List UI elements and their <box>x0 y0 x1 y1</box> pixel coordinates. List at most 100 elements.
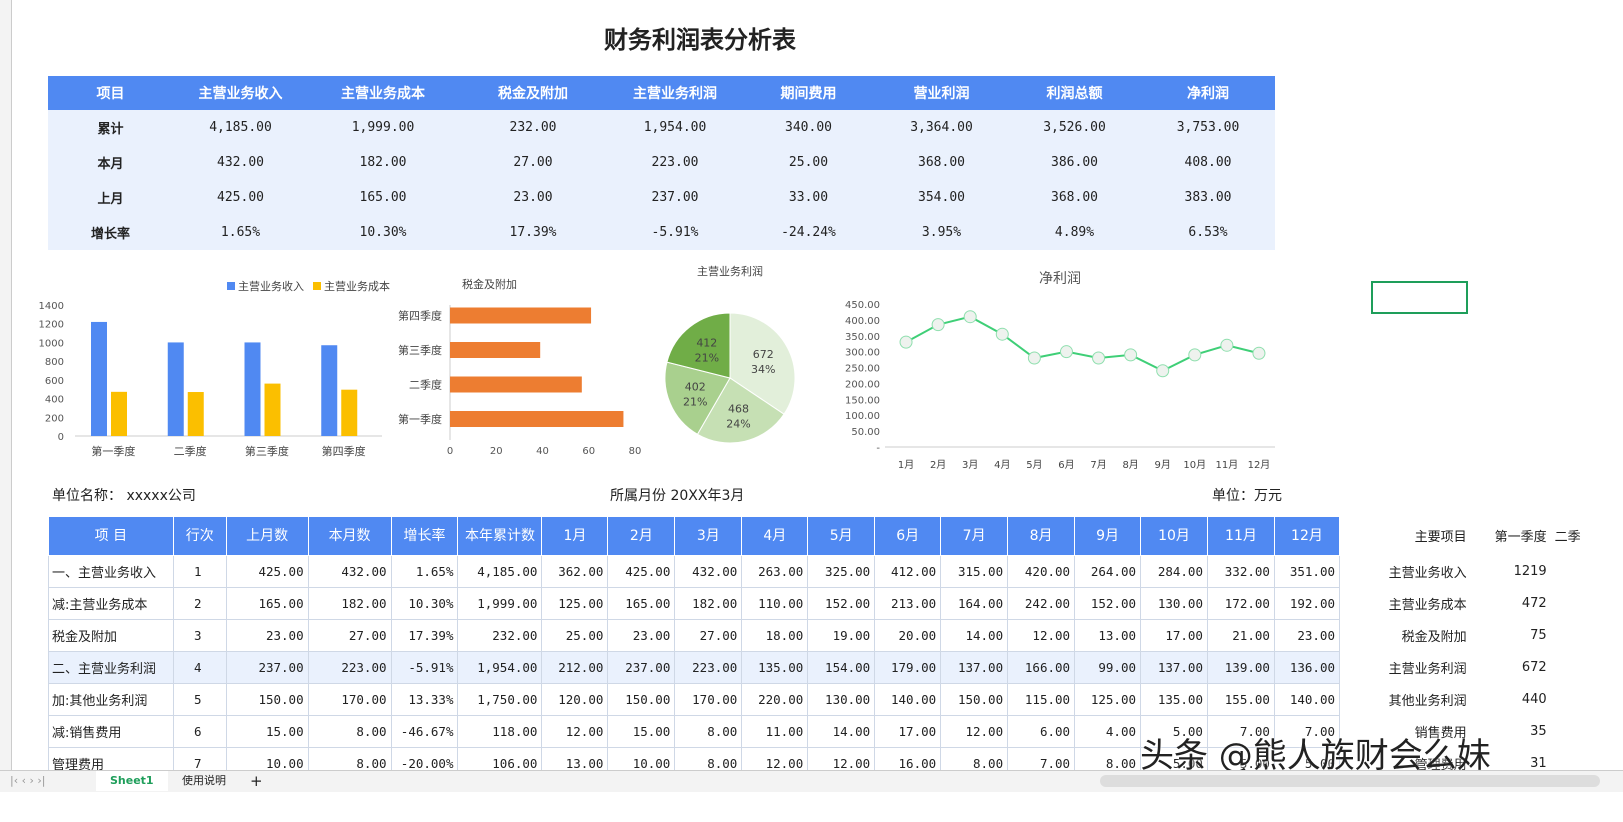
detail-cell[interactable]: 27.00 <box>674 619 743 652</box>
summary-cell[interactable]: 3,526.00 <box>1008 110 1141 145</box>
detail-cell[interactable]: 152.00 <box>807 587 876 620</box>
side-label[interactable]: 主营业务成本 <box>1388 597 1467 613</box>
detail-cell[interactable]: 10.30% <box>390 587 459 620</box>
summary-cell[interactable]: -5.91% <box>608 215 742 250</box>
detail-cell[interactable]: 120.00 <box>541 683 609 716</box>
side-value[interactable]: 31 <box>1530 755 1547 771</box>
detail-cell[interactable]: -5.91% <box>390 651 459 684</box>
summary-cell[interactable]: 383.00 <box>1141 180 1275 215</box>
tax-bar-chart[interactable]: 税金及附加 0 20 40 60 80 第一季度 二季度 第三季度 第四季度 <box>390 270 650 465</box>
tab-sheet1[interactable]: Sheet1 <box>96 771 168 791</box>
detail-cell[interactable]: 165.00 <box>225 587 309 620</box>
detail-cell[interactable]: 118.00 <box>457 715 543 748</box>
detail-cell[interactable]: 212.00 <box>541 651 609 684</box>
side-value[interactable]: 440 <box>1521 691 1547 707</box>
detail-cell[interactable]: 325.00 <box>807 555 876 588</box>
summary-cell[interactable]: 17.39% <box>458 215 608 250</box>
tab-instructions[interactable]: 使用说明 <box>182 774 226 787</box>
detail-cell[interactable]: 20.00 <box>874 619 942 652</box>
side-label[interactable]: 其他业务利润 <box>1388 693 1467 709</box>
detail-cell[interactable]: 432.00 <box>674 555 743 588</box>
detail-cell[interactable]: 140.00 <box>1273 683 1341 716</box>
summary-row-label[interactable]: 累计 <box>48 110 173 145</box>
detail-cell[interactable]: 14.00 <box>940 619 1009 652</box>
detail-cell[interactable]: 351.00 <box>1273 555 1341 588</box>
detail-cell[interactable]: 362.00 <box>541 555 609 588</box>
detail-cell[interactable]: 137.00 <box>940 651 1009 684</box>
side-value[interactable]: 35 <box>1530 723 1547 739</box>
summary-cell[interactable]: 25.00 <box>742 145 875 180</box>
revenue-cost-column-chart[interactable]: 0 200 400 600 800 1000 1200 1400 第一季度 二季度 第三季度 第四季度… <box>30 270 390 465</box>
side-header[interactable]: 主要项目 <box>1414 530 1467 545</box>
side-value[interactable]: 75 <box>1530 627 1547 643</box>
side-empty[interactable] <box>1555 651 1600 683</box>
side-label[interactable]: 管理费用 <box>1414 757 1467 773</box>
side-empty[interactable] <box>1555 555 1600 587</box>
detail-cell[interactable]: 14.00 <box>807 715 876 748</box>
detail-cell[interactable]: 4 <box>172 651 227 684</box>
detail-cell[interactable]: 425.00 <box>607 555 676 588</box>
detail-cell[interactable]: 315.00 <box>940 555 1009 588</box>
detail-cell[interactable]: 1 <box>172 555 227 588</box>
summary-cell[interactable]: 354.00 <box>875 180 1008 215</box>
detail-cell[interactable]: 150.00 <box>607 683 676 716</box>
summary-cell[interactable]: 232.00 <box>458 110 608 145</box>
detail-cell[interactable]: 412.00 <box>874 555 942 588</box>
detail-cell[interactable]: 223.00 <box>307 651 392 684</box>
summary-cell[interactable]: 4.89% <box>1008 215 1141 250</box>
detail-cell[interactable]: 4.00 <box>1074 715 1142 748</box>
side-empty[interactable] <box>1555 715 1600 747</box>
detail-cell[interactable]: 23.00 <box>225 619 309 652</box>
side-empty[interactable] <box>1555 683 1600 715</box>
detail-cell[interactable]: 12.00 <box>940 715 1009 748</box>
detail-row-label[interactable]: 减:销售费用 <box>48 715 174 748</box>
detail-cell[interactable]: 25.00 <box>541 619 609 652</box>
detail-cell[interactable]: 213.00 <box>874 587 942 620</box>
detail-cell[interactable]: 1,999.00 <box>457 587 543 620</box>
detail-row-label[interactable]: 加:其他业务利润 <box>48 683 174 716</box>
main-profit-pie-chart[interactable]: 主营业务利润 672 34% 468 24% 402 21% 412 21% <box>650 258 820 458</box>
detail-cell[interactable]: 8.00 <box>307 715 392 748</box>
selected-cell[interactable] <box>1371 281 1468 314</box>
detail-cell[interactable]: 182.00 <box>307 587 392 620</box>
side-label[interactable]: 税金及附加 <box>1401 629 1467 645</box>
detail-row-label[interactable]: 二、主营业务利润 <box>48 651 174 684</box>
detail-cell[interactable]: 6.00 <box>1007 715 1076 748</box>
summary-cell[interactable]: 340.00 <box>742 110 875 145</box>
detail-cell[interactable]: 17.39% <box>390 619 459 652</box>
detail-cell[interactable]: 135.00 <box>741 651 809 684</box>
row-header-strip[interactable] <box>0 0 12 770</box>
side-empty[interactable] <box>1555 619 1600 651</box>
detail-cell[interactable]: 150.00 <box>225 683 309 716</box>
detail-cell[interactable]: 152.00 <box>1074 587 1142 620</box>
detail-cell[interactable]: 150.00 <box>940 683 1009 716</box>
detail-cell[interactable]: 1,750.00 <box>457 683 543 716</box>
detail-cell[interactable]: 17.00 <box>874 715 942 748</box>
summary-row-label[interactable]: 增长率 <box>48 215 173 250</box>
detail-cell[interactable]: 237.00 <box>607 651 676 684</box>
detail-cell[interactable]: 172.00 <box>1206 587 1275 620</box>
summary-cell[interactable]: -24.24% <box>742 215 875 250</box>
detail-cell[interactable]: 264.00 <box>1074 555 1142 588</box>
detail-cell[interactable]: 110.00 <box>741 587 809 620</box>
detail-cell[interactable]: 139.00 <box>1206 651 1275 684</box>
detail-cell[interactable]: 19.00 <box>807 619 876 652</box>
detail-cell[interactable]: 125.00 <box>1074 683 1142 716</box>
summary-cell[interactable]: 27.00 <box>458 145 608 180</box>
detail-cell[interactable]: 170.00 <box>674 683 743 716</box>
summary-cell[interactable]: 6.53% <box>1141 215 1275 250</box>
summary-cell[interactable]: 165.00 <box>308 180 458 215</box>
summary-row-label[interactable]: 本月 <box>48 145 173 180</box>
detail-cell[interactable]: 125.00 <box>541 587 609 620</box>
detail-cell[interactable]: 12.00 <box>1007 619 1076 652</box>
add-sheet-button[interactable]: + <box>250 772 263 790</box>
detail-cell[interactable]: 3 <box>172 619 227 652</box>
detail-cell[interactable]: 284.00 <box>1140 555 1208 588</box>
detail-cell[interactable]: 17.00 <box>1140 619 1208 652</box>
detail-cell[interactable]: 164.00 <box>940 587 1009 620</box>
summary-row-label[interactable]: 上月 <box>48 180 173 215</box>
summary-cell[interactable]: 223.00 <box>608 145 742 180</box>
summary-cell[interactable]: 3.95% <box>875 215 1008 250</box>
side-empty[interactable] <box>1555 587 1600 619</box>
detail-cell[interactable]: 242.00 <box>1007 587 1076 620</box>
